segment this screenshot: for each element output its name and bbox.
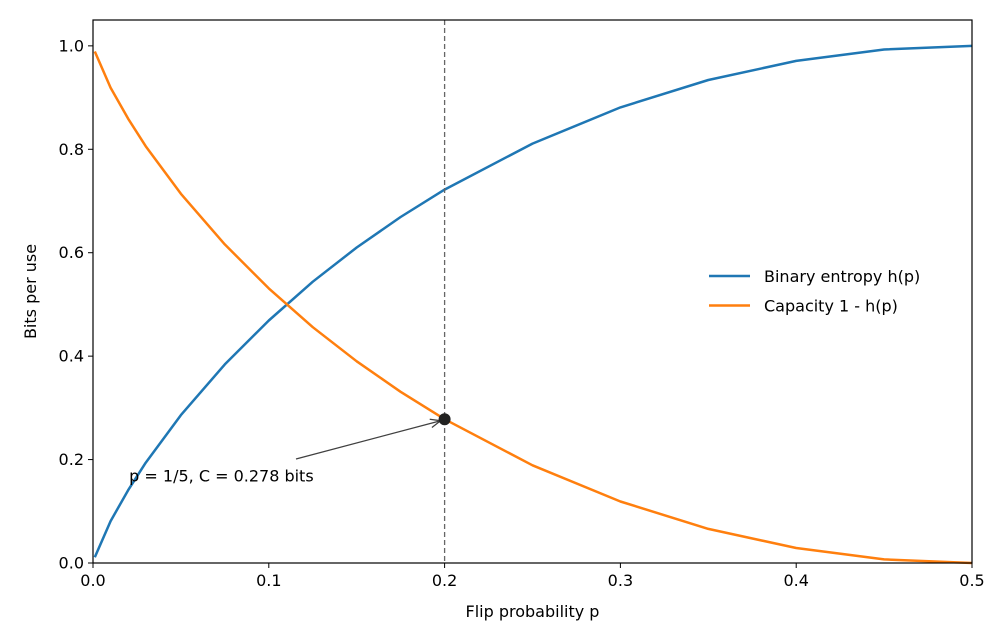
y-tick-label: 0.2 — [59, 450, 84, 469]
annotation-arrow — [295, 420, 441, 460]
axes-frame — [92, 19, 973, 564]
y-tick-label: 0.4 — [59, 347, 84, 366]
annotation-label: p = 1/5, C = 0.278 bits — [129, 467, 314, 486]
x-tick-label: 0.2 — [432, 571, 457, 590]
series-line-0 — [93, 44, 973, 558]
x-tick-label: 0.4 — [783, 571, 808, 590]
y-tick-label: 0.0 — [59, 554, 84, 573]
legend-label-capacity: Capacity 1 - h(p) — [764, 297, 898, 316]
series-line-1 — [93, 50, 973, 565]
annotation-layer: p = 1/5, C = 0.278 bits — [129, 20, 451, 563]
y-tick-label: 0.6 — [59, 243, 84, 262]
legend: Binary entropy h(p) Capacity 1 - h(p) — [709, 267, 920, 316]
x-tick-label: 0.1 — [256, 571, 281, 590]
x-tick-label: 0.3 — [608, 571, 633, 590]
y-tick-label: 0.8 — [59, 140, 84, 159]
highlight-point — [438, 413, 451, 426]
y-tick-label: 1.0 — [59, 36, 84, 55]
x-tick-label: 0.0 — [80, 571, 105, 590]
tick-layer: 0.0 0.1 0.2 0.3 0.4 0.5 0.0 0.2 0.4 0.6 0.8 1.0 — [59, 36, 985, 590]
series-layer — [93, 44, 973, 565]
y-axis-title: Bits per use — [21, 244, 40, 339]
x-tick-label: 0.5 — [959, 571, 984, 590]
legend-label-binary-entropy: Binary entropy h(p) — [764, 267, 920, 286]
x-axis-title: Flip probability p — [466, 602, 600, 621]
